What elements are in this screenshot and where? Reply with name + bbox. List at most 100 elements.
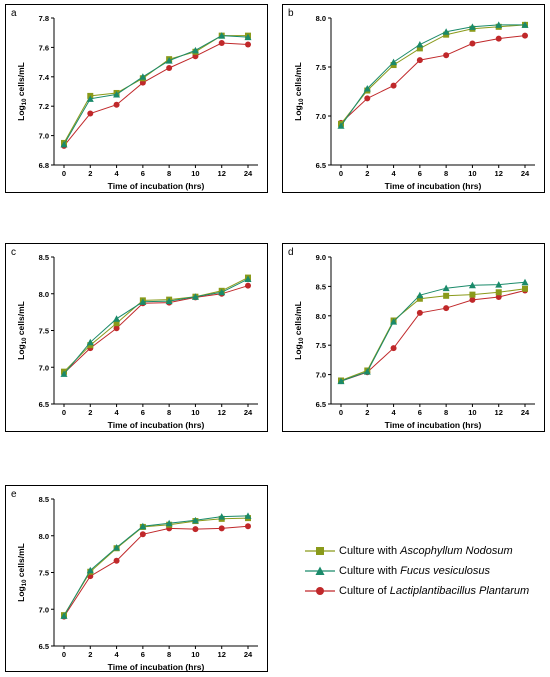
point-b-fucus-4: [442, 28, 450, 35]
series-line-d-fucus: [340, 281, 526, 382]
y-tick-label-c-0: 6.5: [39, 400, 49, 409]
point-b-fucus-5: [468, 23, 476, 30]
x-axis-label-c: Time of incubation (hrs): [108, 420, 205, 430]
point-e-fucus-3: [139, 522, 147, 530]
x-tick-label-d-5: 10: [468, 408, 476, 417]
y-tick-label-d-3: 8.0: [316, 312, 326, 321]
x-tick-label-e-6: 12: [218, 650, 226, 659]
panel-letter-a: a: [11, 8, 17, 19]
x-tick-label-a-1: 2: [88, 169, 92, 178]
x-tick-label-b-3: 6: [418, 169, 422, 178]
point-e-lacto-3: [139, 531, 146, 538]
legend-prefix-fucus: Culture with: [339, 565, 401, 577]
point-e-fucus-5: [191, 516, 199, 524]
point-d-lacto-2: [390, 345, 397, 352]
point-d-lacto-3: [416, 309, 423, 316]
point-d-fucus-1: [363, 368, 371, 375]
x-tick-label-d-0: 0: [339, 408, 343, 417]
legend-species-lacto: Lactiplantibacillus Plantarum: [389, 585, 530, 597]
point-e-lacto-5: [192, 526, 199, 533]
x-axis-label-e: Time of incubation (hrs): [108, 662, 205, 671]
x-tick-label-e-7: 24: [244, 650, 253, 659]
y-tick-label-e-1: 7.0: [39, 605, 49, 614]
series-line-b-lacto: [340, 35, 526, 124]
x-tick-label-a-7: 24: [244, 169, 253, 178]
point-b-ascophyllum-3: [416, 45, 423, 52]
y-tick-label-d-5: 9.0: [316, 253, 326, 262]
legend-swatch-ascophyllum: [305, 547, 335, 555]
panel-a: a 6.8 7.0 7.2 7.4 7.6 7.8 0 2 4 6 8 10 12 24 Time of in…: [5, 4, 268, 193]
point-a-fucus-2: [113, 90, 121, 98]
point-c-ascophyllum-2: [113, 320, 120, 327]
y-axis-label-a: Log10 cells/mL: [16, 62, 28, 121]
x-tick-label-d-4: 8: [444, 408, 448, 417]
point-c-fucus-0: [60, 370, 68, 377]
point-d-lacto-5: [469, 296, 476, 303]
series-line-d-ascophyllum: [340, 288, 526, 381]
y-tick-label-b-2: 7.5: [316, 63, 326, 72]
y-tick-label-a-2: 7.2: [39, 102, 49, 111]
point-c-lacto-2: [113, 325, 120, 332]
y-tick-label-d-4: 8.5: [316, 282, 326, 291]
point-b-lacto-2: [390, 82, 397, 89]
point-c-fucus-5: [191, 293, 199, 300]
x-tick-label-a-0: 0: [62, 169, 66, 178]
x-axis-label-b: Time of incubation (hrs): [385, 181, 482, 191]
series-line-c-ascophyllum: [63, 277, 249, 373]
point-d-fucus-7: [521, 278, 529, 286]
point-e-fucus-2: [113, 544, 121, 551]
y-tick-label-b-0: 6.5: [316, 161, 326, 170]
y-tick-label-c-1: 7.0: [39, 363, 49, 372]
x-tick-label-d-6: 12: [495, 408, 503, 417]
point-e-lacto-7: [245, 523, 251, 530]
point-c-fucus-6: [218, 288, 226, 296]
panel-b: b 6.5 7.0 7.5 8.0 0 2 4 6 8 10 12 24 Time of incubati…: [282, 4, 545, 193]
x-tick-label-b-2: 4: [391, 169, 396, 178]
x-tick-label-d-7: 24: [521, 408, 530, 417]
point-b-lacto-1: [364, 95, 371, 102]
point-b-lacto-3: [416, 57, 423, 64]
legend-item-fucus: Culture with Fucus vesiculosus: [305, 562, 550, 582]
y-tick-label-e-2: 7.5: [39, 569, 49, 578]
x-tick-label-a-2: 4: [114, 169, 119, 178]
y-tick-label-a-3: 7.4: [39, 73, 50, 82]
point-d-ascophyllum-4: [443, 292, 450, 299]
y-axis-label-b: Log10 cells/mL: [293, 62, 305, 121]
series-line-e-lacto: [63, 525, 249, 617]
x-tick-label-d-1: 2: [365, 408, 369, 417]
point-a-fucus-7: [244, 33, 252, 41]
x-tick-label-c-7: 24: [244, 408, 253, 417]
y-tick-label-c-4: 8.5: [39, 253, 49, 262]
point-a-lacto-6: [218, 39, 225, 46]
x-tick-label-c-6: 12: [218, 408, 226, 417]
point-d-fucus-0: [337, 377, 345, 385]
point-e-fucus-0: [60, 612, 68, 619]
point-e-fucus-6: [218, 513, 226, 520]
point-c-fucus-4: [165, 297, 173, 305]
legend: Culture with Ascophyllum Nodosum Culture…: [305, 542, 550, 602]
point-d-fucus-3: [416, 291, 424, 299]
x-axis-label-d: Time of incubation (hrs): [385, 420, 482, 430]
y-tick-label-c-2: 7.5: [39, 327, 49, 336]
series-line-e-ascophyllum: [63, 517, 249, 616]
x-tick-label-a-5: 10: [191, 169, 199, 178]
point-b-fucus-2: [390, 58, 398, 66]
x-tick-label-b-4: 8: [444, 169, 448, 178]
point-d-ascophyllum-3: [416, 295, 423, 302]
point-a-lacto-7: [245, 41, 251, 48]
point-a-lacto-4: [166, 64, 173, 71]
legend-species-fucus: Fucus vesiculosus: [400, 565, 491, 577]
y-tick-label-d-1: 7.0: [316, 371, 326, 380]
point-d-fucus-6: [495, 281, 503, 288]
point-a-fucus-6: [218, 32, 226, 39]
legend-prefix-ascophyllum: Culture with: [339, 545, 401, 557]
point-d-fucus-4: [442, 284, 450, 292]
y-tick-label-a-1: 7.0: [39, 132, 49, 141]
point-a-fucus-5: [191, 46, 199, 54]
x-tick-label-d-3: 6: [418, 408, 422, 417]
panel-letter-c: c: [11, 247, 16, 258]
panel-e: e 6.5 7.0 7.5 8.0 8.5 0 2 4 6 8 10 12 24 Time of incub…: [5, 485, 268, 672]
